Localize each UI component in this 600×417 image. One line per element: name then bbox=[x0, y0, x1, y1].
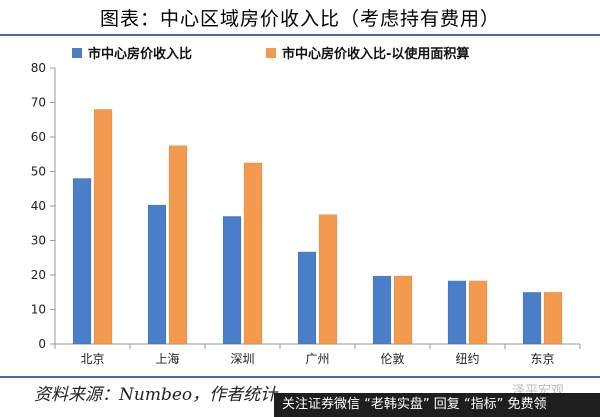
legend-swatch bbox=[72, 48, 82, 58]
title-divider bbox=[0, 34, 600, 36]
x-tick-label: 伦敦 bbox=[380, 351, 404, 366]
bar-series2-4 bbox=[318, 214, 338, 345]
bar-series2-1 bbox=[93, 109, 113, 345]
bar-series2-6 bbox=[468, 280, 488, 345]
promo-banner: 关注证券微信 “老韩实盘” 回复 “指标” 免费领 bbox=[274, 393, 600, 417]
source-divider bbox=[0, 376, 600, 378]
legend: 市中心房价收入比 市中心房价收入比-以使用面积算 bbox=[72, 46, 469, 62]
bar-series1-7 bbox=[522, 292, 542, 345]
y-tick-label: 60 bbox=[31, 130, 46, 144]
y-tick-label: 70 bbox=[31, 96, 46, 110]
bar-chart: 0 10 20 30 40 50 60 70 80 北京 上海 深圳 广州 伦敦 纽约 东京 市中心房价收入… bbox=[31, 46, 581, 366]
bar-series1-6 bbox=[447, 280, 467, 345]
bars bbox=[72, 109, 563, 345]
y-tick-label: 50 bbox=[31, 165, 46, 179]
x-tick-label: 广州 bbox=[305, 352, 329, 366]
y-tick-label: 80 bbox=[31, 61, 46, 75]
bar-series2-2 bbox=[168, 145, 188, 345]
x-tick-label: 北京 bbox=[80, 352, 104, 366]
legend-label: 市中心房价收入比 bbox=[88, 46, 192, 62]
x-tick-label: 纽约 bbox=[455, 351, 479, 366]
bar-series2-5 bbox=[393, 275, 413, 345]
bar-series1-2 bbox=[147, 204, 167, 345]
bar-series2-7 bbox=[543, 292, 563, 345]
x-tick-label: 深圳 bbox=[230, 352, 254, 366]
y-tick-label: 0 bbox=[38, 337, 46, 351]
bar-series1-4 bbox=[297, 251, 317, 345]
bar-series1-5 bbox=[372, 275, 392, 345]
legend-swatch bbox=[266, 48, 276, 58]
bar-series1-3 bbox=[222, 216, 242, 345]
x-axis: 北京 上海 深圳 广州 伦敦 纽约 东京 bbox=[54, 343, 581, 366]
source-note: 资料来源：Numbeo，作者统计 bbox=[34, 385, 278, 405]
y-axis: 0 10 20 30 40 50 60 70 80 bbox=[31, 61, 56, 351]
chart-title: 图表：中心区域房价收入比（考虑持有费用） bbox=[99, 8, 500, 30]
x-tick-label: 东京 bbox=[530, 352, 554, 366]
bar-series2-3 bbox=[243, 162, 263, 345]
legend-label: 市中心房价收入比-以使用面积算 bbox=[282, 46, 469, 62]
bar-series1-1 bbox=[72, 178, 92, 345]
y-tick-label: 40 bbox=[31, 199, 46, 213]
y-tick-label: 10 bbox=[31, 303, 46, 317]
x-tick-label: 上海 bbox=[155, 351, 179, 366]
y-tick-label: 20 bbox=[31, 268, 46, 282]
y-tick-label: 30 bbox=[31, 234, 46, 248]
